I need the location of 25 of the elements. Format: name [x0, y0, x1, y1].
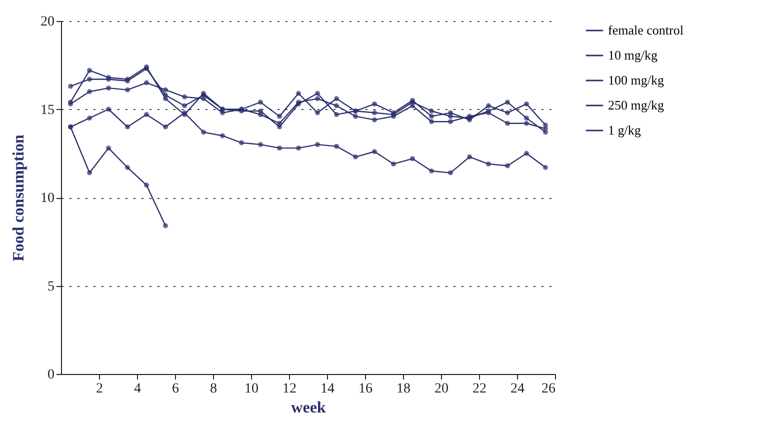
legend-label: 250 mg/kg [608, 98, 664, 112]
x-tick-label: 20 [434, 382, 448, 396]
x-tick-label: 16 [358, 382, 372, 396]
y-tick-label: 20 [40, 14, 54, 30]
y-tick-label: 5 [48, 279, 54, 294]
x-tick-label: 12 [282, 382, 296, 396]
x-tick-label: 6 [172, 382, 179, 396]
x-tick-label: 8 [210, 382, 217, 396]
legend-label: 100 mg/kg [608, 72, 664, 88]
legend-label: 1 g/kg [608, 122, 642, 138]
x-tick-label: 18 [396, 382, 410, 396]
x-tick-label: 10 [244, 382, 258, 396]
x-tick-label: 14 [320, 382, 334, 396]
y-tick-label: 15 [40, 102, 54, 118]
x-tick-label: 22 [472, 382, 486, 396]
legend-label: female control [608, 22, 684, 38]
y-axis-title: Food consumption [10, 134, 28, 262]
x-axis-title: week [291, 400, 326, 416]
x-tick-label: 2 [96, 382, 103, 396]
x-tick-label: 24 [510, 382, 524, 396]
legend-label: 10 mg/kg [608, 48, 658, 62]
x-tick-label: 26 [542, 382, 556, 396]
y-tick-label: 0 [48, 368, 54, 382]
x-tick-label: 4 [134, 382, 141, 396]
y-tick-label: 10 [40, 191, 54, 206]
